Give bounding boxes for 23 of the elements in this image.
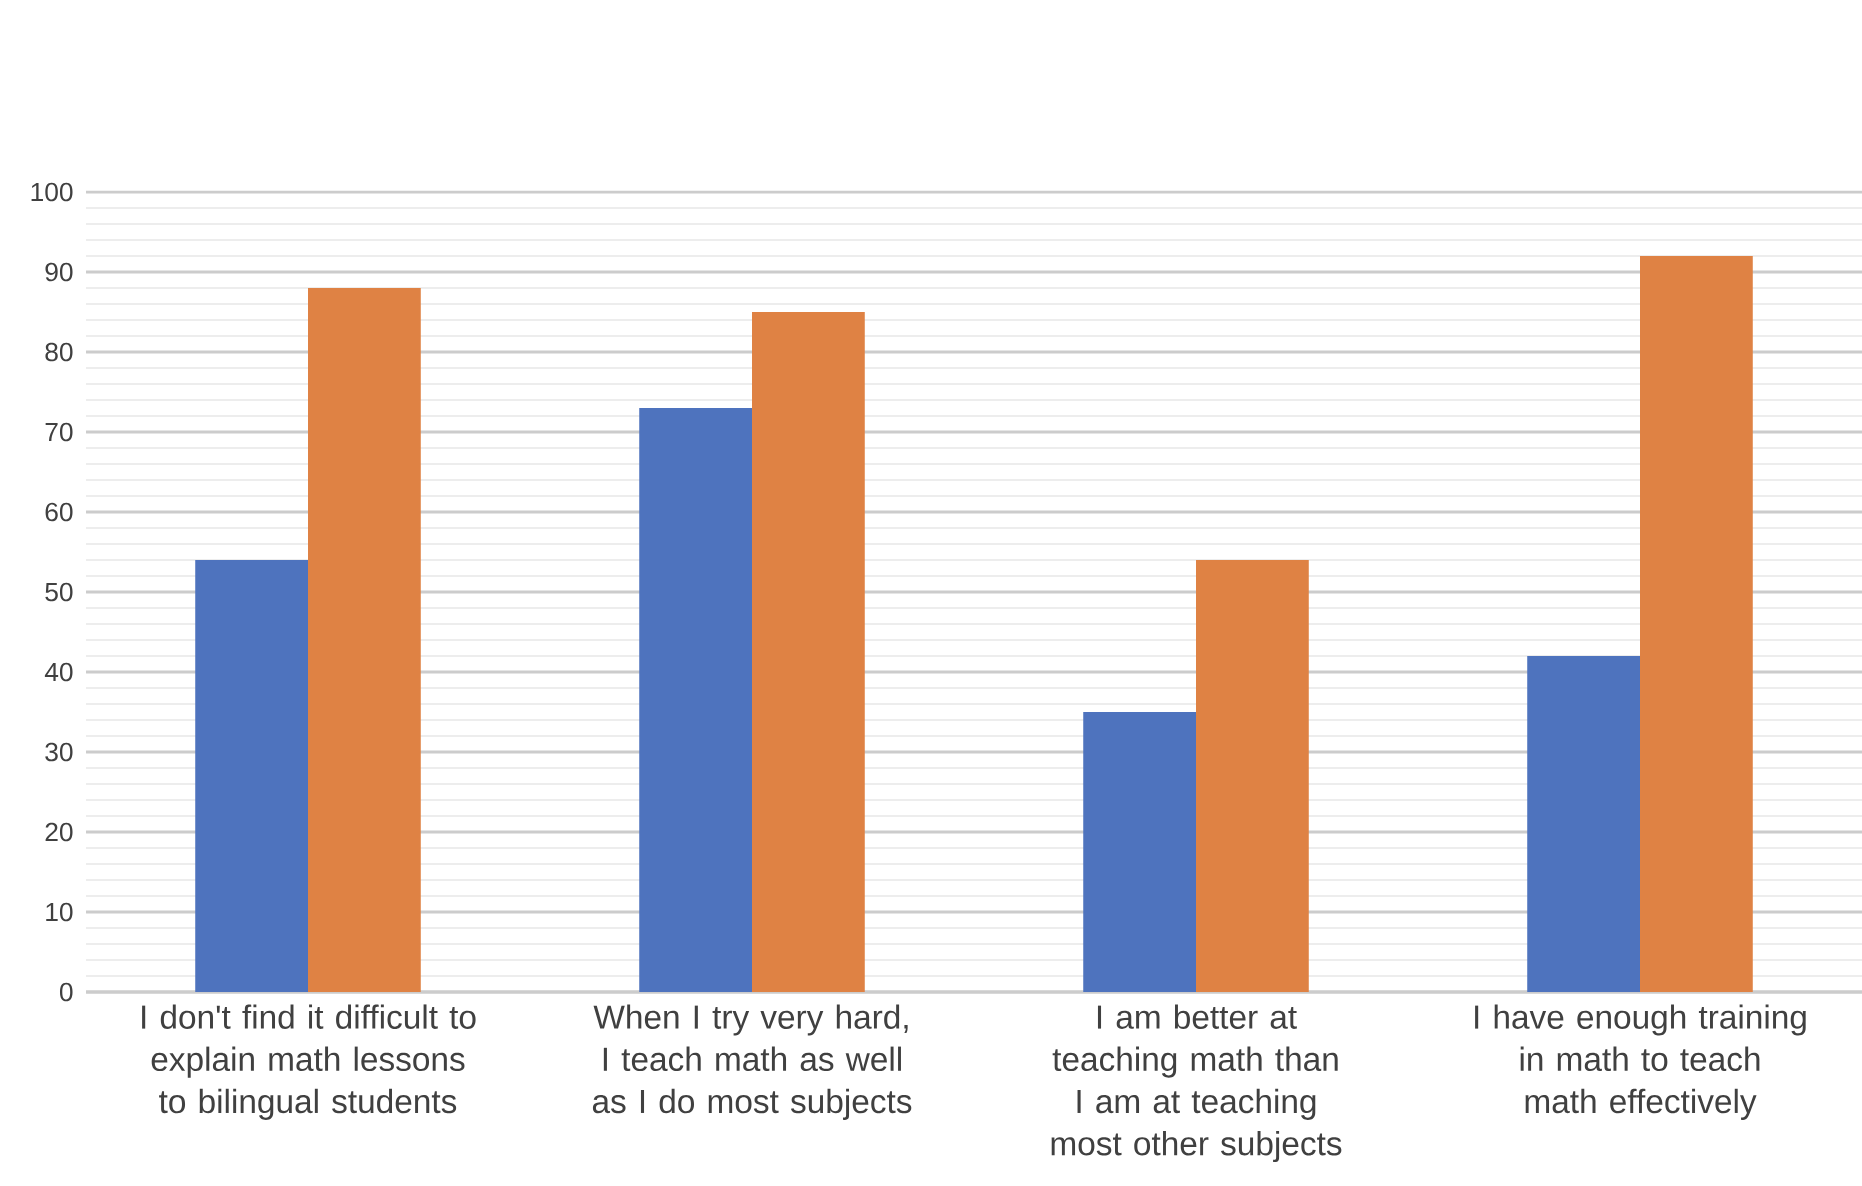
x-tick-label: When I try very hard, I teach math as well as I do most subjects	[592, 1004, 912, 1120]
x-tick-label: I don't find it difficult to explain math lessons to bilingual students	[142, 1004, 476, 1120]
y-tick-label: 40	[44, 662, 73, 682]
x-tick-label: I am better at teaching math than I am at teaching most other subjects	[1051, 1004, 1342, 1163]
bar	[1196, 559, 1309, 993]
x-tick-label: I have enough training in math to teach math effectively	[1475, 1004, 1806, 1120]
bar	[1640, 256, 1753, 993]
y-tick-label: 20	[45, 822, 73, 842]
y-tick-label: 10	[46, 902, 73, 922]
bar	[752, 312, 865, 993]
y-tick-label: 90	[45, 262, 73, 282]
bar	[1083, 712, 1196, 993]
y-tick-label: 100	[31, 182, 73, 202]
y-tick-label: 70	[45, 422, 73, 442]
bar	[195, 559, 309, 993]
bar	[639, 407, 753, 993]
bar	[308, 288, 421, 993]
y-tick-label: 30	[45, 742, 73, 762]
bar	[1527, 656, 1640, 993]
y-tick-label: 50	[45, 582, 73, 602]
y-tick-label: 80	[45, 342, 73, 362]
y-tick-label: 60	[45, 502, 73, 522]
y-tick-label: 0	[59, 982, 73, 1002]
